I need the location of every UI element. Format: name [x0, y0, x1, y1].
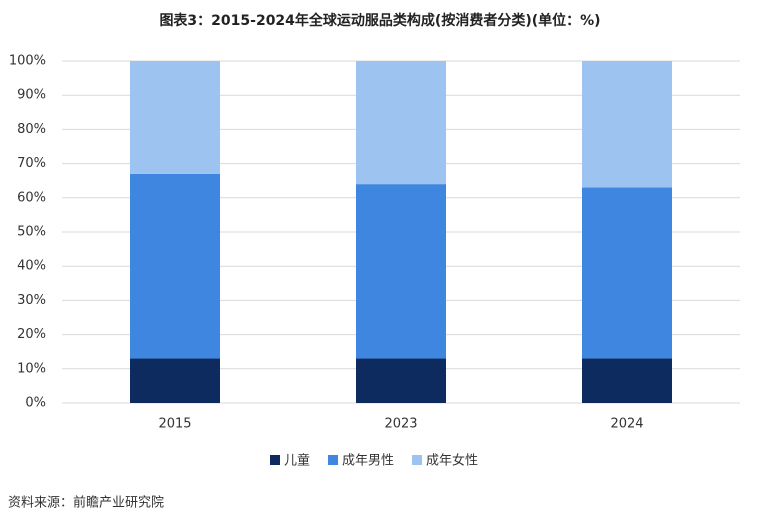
bar-segment: [130, 61, 220, 174]
x-tick-label: 2015: [158, 417, 191, 432]
bar-segment: [582, 358, 672, 403]
bar-segment: [356, 358, 446, 403]
bar-segment: [130, 358, 220, 403]
y-tick-label: 40%: [17, 259, 46, 274]
legend-swatch: [328, 455, 339, 465]
source-note: 资料来源：前瞻产业研究院: [8, 495, 164, 511]
legend-swatch: [412, 455, 423, 465]
legend-label: 儿童: [284, 453, 310, 469]
legend-label: 成年女性: [426, 453, 478, 469]
y-tick-label: 60%: [17, 190, 46, 205]
y-tick-label: 80%: [17, 122, 46, 137]
bar-segment: [582, 187, 672, 359]
y-tick-label: 20%: [17, 327, 46, 342]
x-tick-label: 2024: [610, 417, 643, 432]
chart-title: 图表3：2015-2024年全球运动服品类构成(按消费者分类)(单位：%): [159, 12, 600, 29]
bar-segment: [582, 61, 672, 188]
x-tick-label: 2023: [384, 417, 417, 432]
y-tick-label: 10%: [17, 361, 46, 376]
y-tick-label: 100%: [9, 54, 46, 69]
bar-segment: [356, 61, 446, 185]
y-tick-label: 90%: [17, 88, 46, 103]
legend-swatch: [270, 455, 280, 465]
y-tick-label: 0%: [25, 396, 46, 411]
y-tick-label: 50%: [17, 225, 46, 240]
y-tick-label: 70%: [17, 156, 46, 171]
legend-label: 成年男性: [342, 454, 394, 469]
bar-segment: [130, 173, 220, 359]
bar-segment: [356, 184, 446, 359]
y-tick-label: 30%: [17, 293, 46, 308]
